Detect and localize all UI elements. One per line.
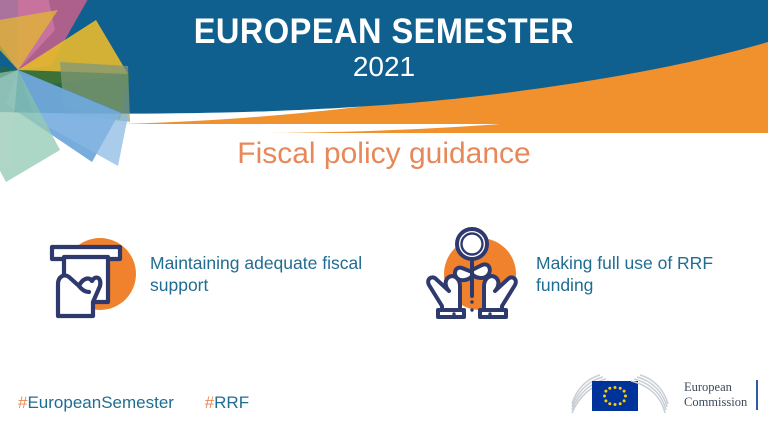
logo-line-1: European — [684, 380, 732, 395]
key-point-1: Maintaining adequate fiscal support — [42, 224, 390, 324]
hashtag-word: RRF — [214, 393, 250, 412]
logo-swoosh-right — [630, 373, 669, 413]
hashtag-word: EuropeanSemester — [27, 393, 174, 412]
hash-symbol: # — [18, 393, 28, 412]
right-hand — [482, 274, 518, 312]
logo-wordmark: European Commission — [684, 380, 747, 410]
left-wrist — [436, 308, 466, 319]
euro-coin-inner-ring — [460, 232, 484, 256]
logo-divider-rule — [756, 380, 759, 410]
key-point-2: Making full use of RRF funding — [424, 224, 768, 324]
fan-wedge-yellow-2 — [0, 10, 58, 70]
left-hand — [426, 274, 462, 312]
eu-flag-emblem — [570, 370, 678, 421]
eu-flag — [592, 380, 638, 411]
blue-band-shape — [0, 0, 768, 114]
key-points-row: Maintaining adequate fiscal support — [0, 224, 768, 334]
multicolour-fan-graphic — [0, 0, 150, 190]
cash-withdrawal-icon — [42, 224, 146, 324]
logo-line-2: Commission — [684, 395, 748, 409]
hashtag-row: #EuropeanSemester #RRF — [18, 393, 275, 413]
key-point-2-label: Making full use of RRF funding — [536, 252, 714, 295]
orange-wave-shape-2 — [120, 36, 768, 124]
fan-wedge-mint — [0, 70, 18, 169]
hash-symbol: # — [204, 393, 215, 412]
european-commission-logo: European Commission — [570, 372, 760, 418]
fan-wedge-lightblue — [18, 70, 128, 166]
hands-euro-growth-icon — [424, 224, 528, 324]
key-point-1-label: Maintaining adequate fiscal support — [150, 252, 363, 295]
right-wrist — [478, 308, 508, 319]
subtitle: Fiscal policy guidance — [237, 137, 531, 170]
hand-shape — [55, 273, 103, 319]
eu-stars — [603, 385, 627, 406]
hashtag-rrf[interactable]: #RRF — [205, 393, 249, 412]
header-band — [0, 0, 768, 135]
hashtag-european-semester[interactable]: #EuropeanSemester — [18, 393, 174, 412]
falling-dots — [452, 284, 492, 316]
finger-crease — [76, 283, 92, 295]
leaf-right — [470, 262, 492, 280]
